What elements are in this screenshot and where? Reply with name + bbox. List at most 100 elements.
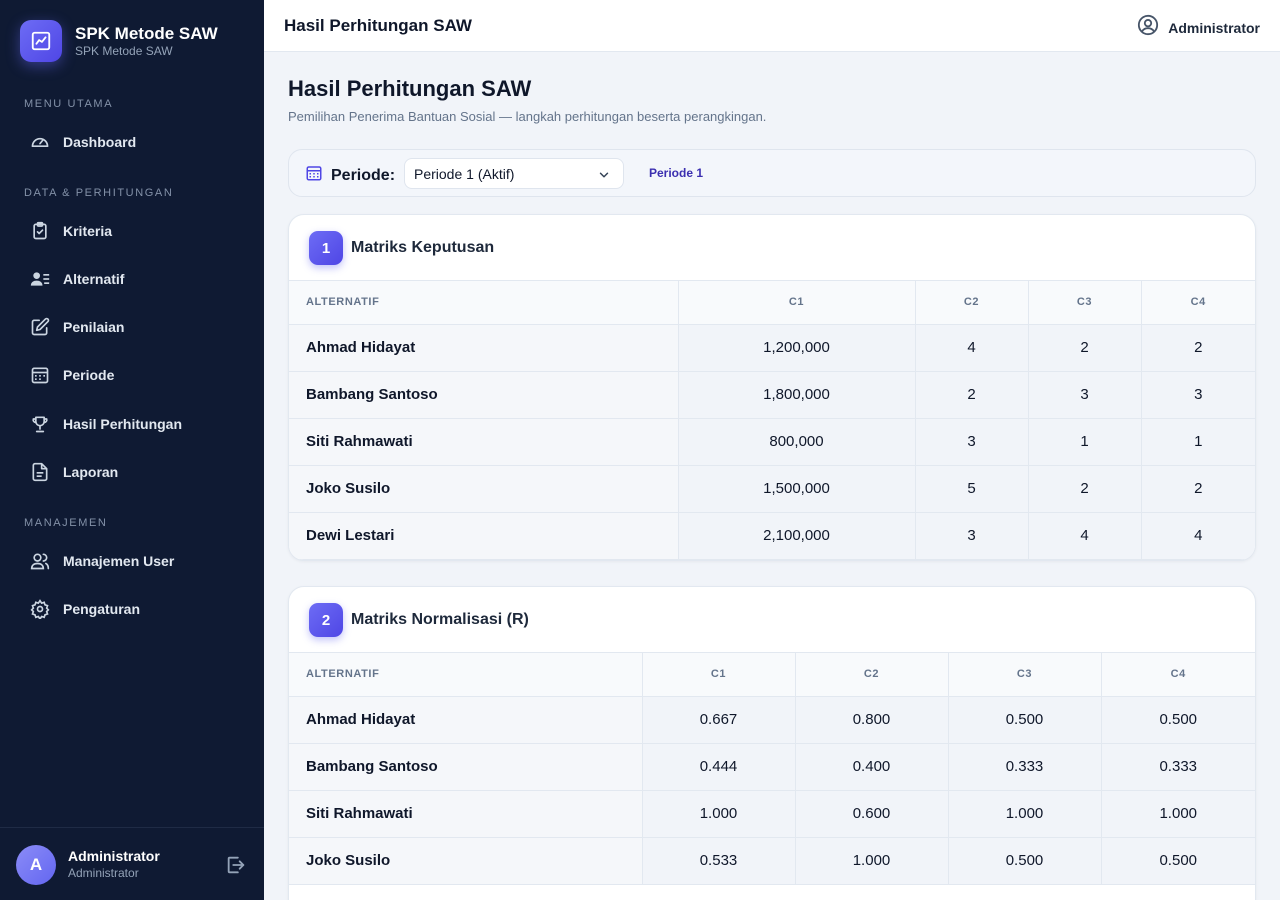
section-label-main: MENU UTAMA — [24, 98, 114, 110]
sidebar-user-panel: A Administrator Administrator — [0, 827, 264, 900]
brand[interactable]: SPK Metode SAW SPK Metode SAW — [20, 20, 218, 62]
section-label-manage: MANAJEMEN — [24, 517, 108, 529]
table-cell: 1.000 — [642, 790, 796, 838]
table-cell: 1,800,000 — [678, 371, 916, 419]
table-cell: 0.600 — [795, 790, 949, 838]
sidebar-item-penilaian[interactable]: Penilaian — [20, 307, 244, 347]
period-filter-bar: Periode: Periode 1 (Aktif) Periode 1 — [288, 149, 1256, 197]
table-cell: 3 — [915, 418, 1029, 466]
topbar: Hasil Perhitungan SAW Administrator — [264, 0, 1280, 52]
table-cell: Joko Susilo — [289, 837, 643, 885]
gauge-icon — [30, 132, 50, 152]
table-cell: 3 — [1141, 371, 1255, 419]
sidebar-item-pengaturan[interactable]: Pengaturan — [20, 589, 244, 629]
column-header: ALTERNATIF — [289, 281, 679, 325]
column-header: C1 — [678, 281, 916, 325]
period-select-value: Periode 1 (Aktif) — [414, 165, 515, 182]
table-cell: 2 — [1141, 465, 1255, 513]
edit-icon — [30, 317, 50, 337]
column-header: C1 — [642, 653, 796, 697]
table-cell: 1,500,000 — [678, 465, 916, 513]
table-row: Siti Rahmawati 1.000 0.600 1.000 1.000 — [289, 790, 1255, 838]
sidebar: SPK Metode SAW SPK Metode SAW MENU UTAMA… — [0, 0, 264, 900]
table-cell: Dewi Lestari — [289, 512, 679, 560]
table-cell: 0.500 — [948, 696, 1102, 744]
topbar-title: Hasil Perhitungan SAW — [284, 16, 472, 35]
calendar-icon — [30, 365, 50, 385]
table-cell: 1 — [1141, 418, 1255, 466]
table-cell: 4 — [1028, 512, 1142, 560]
table-cell: 2 — [1141, 324, 1255, 372]
brand-subtitle: SPK Metode SAW — [75, 43, 173, 58]
table-cell: 800,000 — [678, 418, 916, 466]
table-cell: 2,100,000 — [678, 512, 916, 560]
column-header: C3 — [948, 653, 1102, 697]
sidebar-item-label: Pengaturan — [63, 601, 141, 617]
column-header: C3 — [1028, 281, 1142, 325]
table-cell: 1.000 — [1101, 790, 1255, 838]
period-select[interactable]: Periode 1 (Aktif) — [404, 158, 624, 189]
table-row: Bambang Santoso 0.444 0.400 0.333 0.333 — [289, 743, 1255, 791]
table-row: Siti Rahmawati 800,000 3 1 1 — [289, 418, 1255, 466]
gear-icon — [30, 599, 50, 619]
table-row: Bambang Santoso 1,800,000 2 3 3 — [289, 371, 1255, 419]
table-cell: 1 — [1028, 418, 1142, 466]
page-title: Hasil Perhitungan SAW — [288, 76, 532, 101]
avatar[interactable]: A — [16, 845, 56, 885]
user-name: Administrator — [68, 848, 160, 864]
table-cell: Ahmad Hidayat — [289, 324, 679, 372]
table-cell: 5 — [915, 465, 1029, 513]
table-cell: Siti Rahmawati — [289, 418, 679, 466]
trophy-icon — [30, 414, 50, 434]
calendar-icon — [305, 164, 323, 187]
sidebar-item-manajemen-user[interactable]: Manajemen User — [20, 541, 244, 581]
card-title: Matriks Normalisasi (R) — [351, 611, 529, 628]
sidebar-item-laporan[interactable]: Laporan — [20, 452, 244, 492]
period-label: Periode: — [331, 166, 396, 184]
table-cell: 0.400 — [795, 743, 949, 791]
sidebar-item-label: Periode — [63, 367, 115, 383]
sidebar-item-alternatif[interactable]: Alternatif — [20, 259, 244, 299]
decision-matrix-card: 1 Matriks Keputusan ALTERNATIF C1 C2 C3 … — [288, 214, 1256, 561]
topbar-user-name: Administrator — [1168, 19, 1260, 36]
logout-icon[interactable] — [224, 854, 248, 876]
sidebar-item-periode[interactable]: Periode — [20, 355, 244, 395]
table-cell: 2 — [915, 371, 1029, 419]
table-cell: 0.500 — [948, 837, 1102, 885]
table-cell: 0.800 — [795, 696, 949, 744]
sidebar-item-hasil-perhitungan[interactable]: Hasil Perhitungan — [20, 404, 244, 444]
decision-matrix-table: ALTERNATIF C1 C2 C3 C4 Ahmad Hidayat 1,2… — [289, 281, 1255, 560]
sidebar-item-kriteria[interactable]: Kriteria — [20, 211, 244, 251]
table-cell: 0.500 — [1101, 696, 1255, 744]
table-cell: 0.444 — [642, 743, 796, 791]
table-cell: 1.000 — [948, 790, 1102, 838]
column-header: C2 — [915, 281, 1029, 325]
normalized-matrix-table: ALTERNATIF C1 C2 C3 C4 Ahmad Hidayat 0.6… — [289, 653, 1255, 885]
table-cell: 4 — [1141, 512, 1255, 560]
table-cell: Joko Susilo — [289, 465, 679, 513]
table-cell: 3 — [1028, 371, 1142, 419]
table-cell: 1.000 — [795, 837, 949, 885]
table-row: Ahmad Hidayat 1,200,000 4 2 2 — [289, 324, 1255, 372]
column-header: C4 — [1101, 653, 1255, 697]
chevron-down-icon — [597, 168, 611, 185]
sidebar-item-dashboard[interactable]: Dashboard — [20, 122, 244, 162]
sidebar-item-label: Kriteria — [63, 223, 113, 239]
table-cell: 1,200,000 — [678, 324, 916, 372]
table-cell: 0.667 — [642, 696, 796, 744]
section-label-data: DATA & PERHITUNGAN — [24, 187, 174, 199]
user-role: Administrator — [68, 866, 139, 880]
topbar-user-menu[interactable]: Administrator — [1137, 14, 1260, 41]
table-cell: 2 — [1028, 324, 1142, 372]
table-cell: 0.333 — [948, 743, 1102, 791]
column-header: C2 — [795, 653, 949, 697]
table-cell: 4 — [915, 324, 1029, 372]
table-cell: 2 — [1028, 465, 1142, 513]
sidebar-item-label: Hasil Perhitungan — [63, 416, 183, 432]
table-cell: Ahmad Hidayat — [289, 696, 643, 744]
chart-line-icon — [20, 20, 62, 62]
document-icon — [30, 462, 50, 482]
period-badge: Periode 1 — [649, 166, 704, 180]
table-cell: Bambang Santoso — [289, 371, 679, 419]
sidebar-item-label: Manajemen User — [63, 553, 175, 569]
